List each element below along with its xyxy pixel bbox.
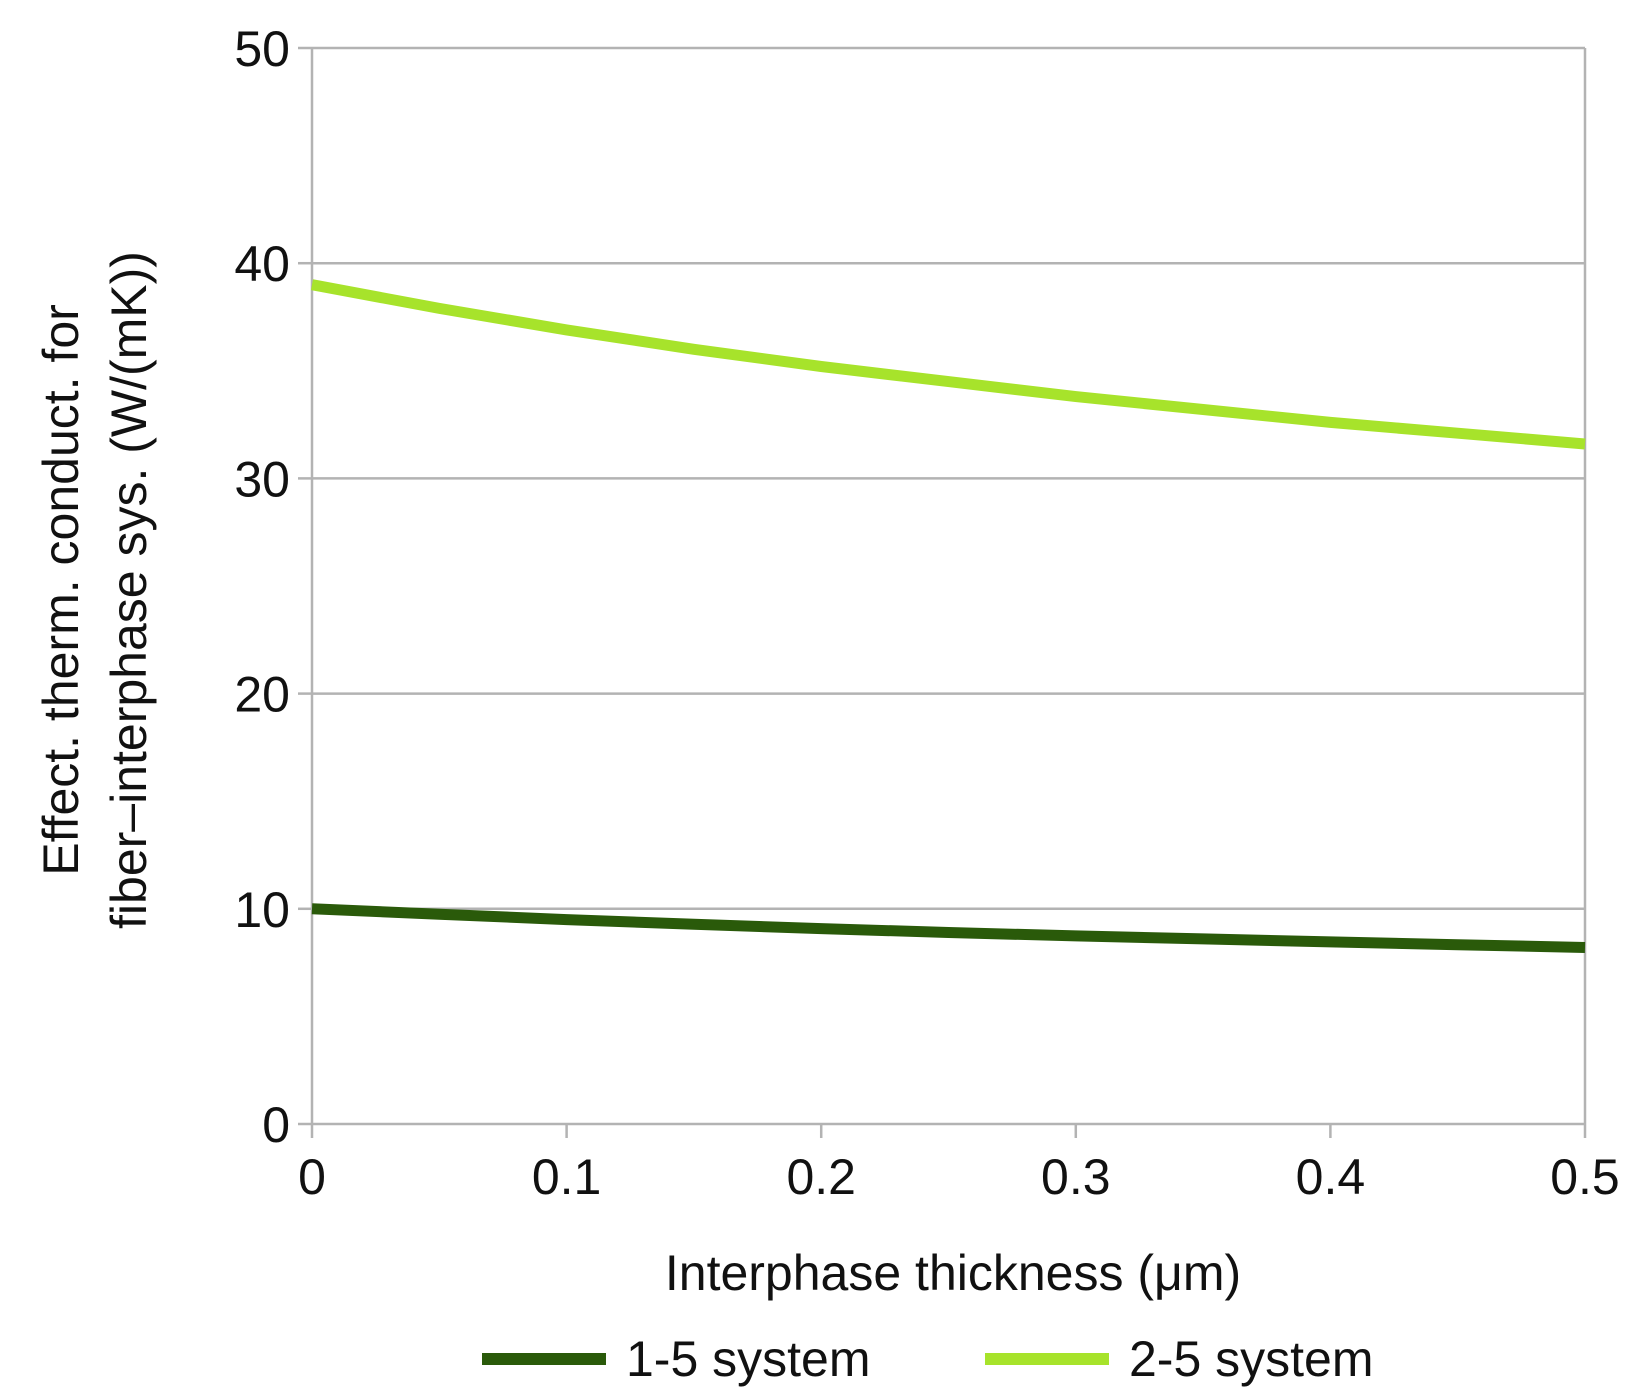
y-axis-title-line-2: fiber–interphase sys. (W/(mK)) <box>101 251 157 929</box>
x-tick-label-0: 0 <box>298 1149 326 1205</box>
y-tick-label-30: 30 <box>234 451 290 507</box>
y-tick-label-10: 10 <box>234 882 290 938</box>
series-lines <box>310 279 1586 953</box>
y-tick-label-40: 40 <box>234 236 290 292</box>
gridlines <box>312 46 1585 911</box>
series-line-1-5-system <box>311 903 1586 953</box>
y-axis-title-line-1: Effect. therm. conduct. for <box>33 304 89 876</box>
axes <box>298 46 1587 1138</box>
y-tick-label-0: 0 <box>262 1097 290 1153</box>
x-axis-title: Interphase thickness (μm) <box>665 1245 1241 1301</box>
y-tick-label-20: 20 <box>234 667 290 723</box>
y-axis-title: Effect. therm. conduct. for fiber–interp… <box>33 251 157 929</box>
x-tick-label-0.5: 0.5 <box>1550 1149 1620 1205</box>
x-tick-label-0.4: 0.4 <box>1296 1149 1366 1205</box>
legend: 1-5 system 2-5 system <box>482 1331 1374 1387</box>
legend-label-2-5-system: 2-5 system <box>1129 1331 1374 1387</box>
x-tick-label-0.2: 0.2 <box>786 1149 856 1205</box>
y-tick-label-50: 50 <box>234 21 290 77</box>
tick-labels: 0 10 20 30 40 50 0 0.1 0.2 0.3 0.4 0.5 <box>234 21 1619 1205</box>
x-tick-label-0.3: 0.3 <box>1041 1149 1111 1205</box>
x-tick-label-0.1: 0.1 <box>532 1149 602 1205</box>
series-line-2-5-system <box>310 279 1586 450</box>
legend-label-1-5-system: 1-5 system <box>626 1331 871 1387</box>
